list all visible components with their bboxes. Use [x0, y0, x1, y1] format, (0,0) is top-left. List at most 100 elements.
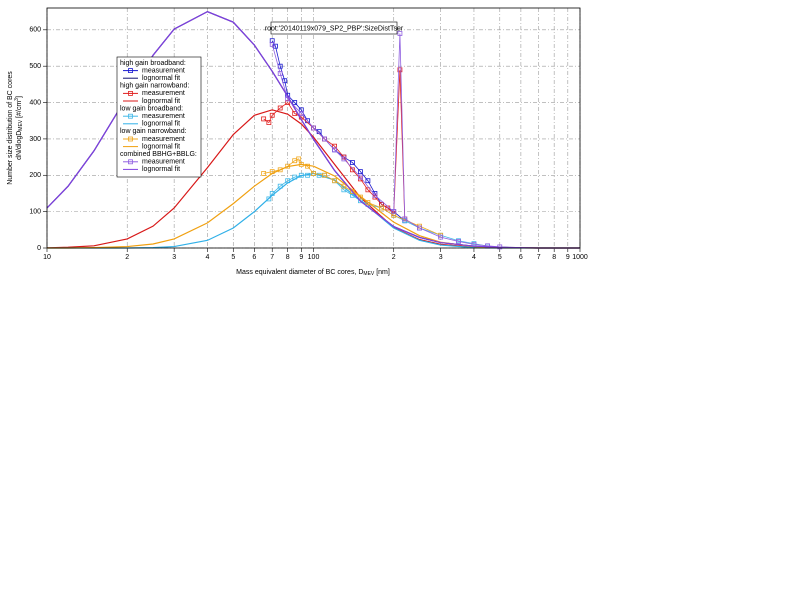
marker: [277, 71, 283, 76]
x-tick-label: 4: [205, 254, 209, 261]
marker: [358, 194, 363, 200]
x-axis-label: Mass equivalent diameter of BC cores, DM…: [236, 269, 390, 277]
y-axis-label: Number size distribution of BC cores dN/…: [7, 71, 24, 185]
marker: [322, 136, 327, 142]
y-tick-label: 400: [29, 99, 41, 106]
marker: [379, 205, 384, 211]
marker: [277, 167, 283, 173]
marker: [365, 187, 371, 193]
y-label-sup: 3: [14, 98, 20, 101]
y-label-line2: dN/dlogDMEV [#/cm3]: [14, 96, 24, 160]
marker: [269, 112, 275, 118]
legend-heading: low gain broadband:: [120, 105, 183, 112]
legend-label: lognormal fit: [142, 121, 180, 128]
x-tick-label: 3: [172, 254, 176, 261]
marker: [350, 160, 355, 165]
marker: [292, 111, 298, 116]
annotation-box: [270, 21, 398, 35]
legend-label: lognormal fit: [142, 98, 180, 105]
marker: [391, 209, 397, 215]
marker: [365, 200, 371, 205]
legend-label: measurement: [142, 67, 185, 74]
legend-heading: combined BBHG+BBLG:: [120, 151, 197, 158]
marker: [358, 174, 363, 180]
marker: [438, 234, 444, 240]
legend-label: lognormal fit: [142, 143, 180, 150]
x-tick-label: 1000: [572, 254, 588, 261]
marker: [402, 216, 408, 222]
x-tick-label: 8: [552, 254, 556, 261]
x-tick-label: 3: [439, 254, 443, 261]
x-tick-label: 5: [498, 254, 502, 261]
marker: [266, 196, 272, 202]
marker: [372, 192, 378, 198]
marker: [261, 171, 267, 176]
x-tick-label: 9: [566, 254, 570, 261]
x-tick-label: 9: [299, 254, 303, 261]
plot-frame: [46, 7, 581, 249]
marker: [296, 156, 302, 162]
marker: [358, 169, 363, 175]
legend-label: measurement: [142, 159, 185, 166]
marker: [261, 116, 267, 122]
y-label-text: dN/dlogD: [16, 131, 23, 160]
legend-label: lognormal fit: [142, 166, 180, 173]
marker: [292, 100, 298, 105]
marker: [341, 183, 347, 189]
legend-marker: [128, 91, 133, 96]
legend-marker: [128, 136, 133, 142]
x-tick-label: 8: [286, 254, 290, 261]
x-label-text: Mass equivalent diameter of BC cores, D: [236, 269, 363, 276]
annotation: root:'20140119x079_SP2_PBP':SizeDistTser: [265, 25, 404, 32]
y-tick-label: 100: [29, 208, 41, 215]
y-tick-label: 600: [29, 27, 41, 34]
plot-area: 10 2 3 4 5 6 7 8 9 100 2 3 4 5 6 7 8 9 1000010020030040050…: [29, 8, 588, 261]
marker: [277, 105, 283, 111]
x-tick-label: 7: [537, 254, 541, 261]
marker: [266, 120, 272, 125]
y-tick-label: 300: [29, 136, 41, 143]
legend-heading: low gain narrowband:: [120, 128, 187, 135]
legend-label: measurement: [142, 136, 185, 143]
y-label-line1: Number size distribution of BC cores: [7, 71, 14, 185]
x-label-tail: [nm]: [374, 269, 390, 276]
marker: [322, 172, 327, 178]
y-label-tail: [#/cm: [16, 101, 23, 120]
legend-heading: high gain broadband:: [120, 60, 186, 67]
x-tick-label: 4: [472, 254, 476, 261]
x-tick-label: 100: [308, 254, 320, 261]
marker: [397, 67, 403, 73]
marker: [332, 147, 338, 153]
y-tick-label: 0: [37, 245, 41, 252]
marker: [298, 111, 304, 116]
y-tick-label: 200: [29, 172, 41, 179]
x-label-sub: MEV: [363, 271, 375, 277]
legend-label: measurement: [142, 113, 185, 120]
marker: [332, 178, 338, 184]
legend-label: measurement: [142, 90, 185, 97]
x-tick-label: 5: [231, 254, 235, 261]
marker: [397, 31, 403, 36]
x-tick-label: 10: [43, 254, 51, 261]
legend: high gain broadband:measurementlognormal…: [116, 56, 202, 178]
marker: [341, 156, 347, 162]
marker: [456, 239, 461, 244]
marker: [311, 171, 316, 176]
legend-marker: [128, 113, 133, 119]
legend-marker: [128, 68, 133, 73]
y-label-sub: MEV: [18, 119, 24, 131]
x-tick-label: 2: [125, 254, 129, 261]
marker: [365, 178, 371, 184]
legend-marker: [128, 159, 133, 165]
legend-label: lognormal fit: [142, 75, 180, 82]
x-tick-label: 6: [519, 254, 523, 261]
y-tick-label: 500: [29, 63, 41, 70]
marker: [311, 125, 316, 131]
x-tick-label: 6: [252, 254, 256, 261]
measurement-line: [271, 33, 500, 248]
marker: [417, 225, 422, 231]
legend-box: [116, 56, 202, 178]
x-tick-label: 2: [392, 254, 396, 261]
marker: [269, 41, 275, 47]
